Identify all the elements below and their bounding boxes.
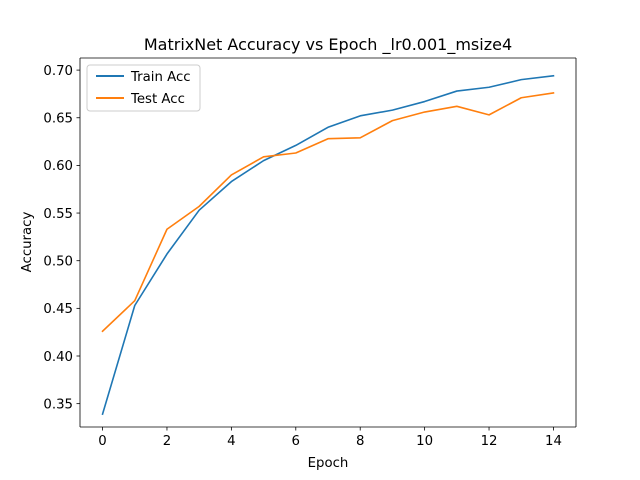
y-axis: 0.35 0.40 0.45 0.50 0.55 0.60 0.65 0.70 <box>43 64 80 412</box>
plot-area <box>79 57 577 428</box>
plot-frame <box>80 58 576 427</box>
y-tick-label: 0.70 <box>43 64 73 79</box>
legend-label-test-acc: Test Acc <box>130 92 185 107</box>
x-axis: 0 2 4 6 8 10 12 14 <box>98 427 562 449</box>
series-line-test-acc <box>101 92 555 333</box>
legend: Train Acc Test Acc <box>86 64 201 112</box>
y-tick-label: 0.40 <box>43 350 73 365</box>
x-tick-label: 8 <box>356 434 364 449</box>
y-tick-label: 0.60 <box>43 159 73 174</box>
x-tick-label: 2 <box>163 434 171 449</box>
y-tick-label: 0.50 <box>43 255 73 270</box>
series-layer <box>101 74 555 416</box>
x-tick-label: 4 <box>227 434 235 449</box>
x-tick-label: 6 <box>292 434 300 449</box>
chart-title: MatrixNet Accuracy vs Epoch _lr0.001_msi… <box>144 35 512 55</box>
x-tick-label: 0 <box>98 434 106 449</box>
legend-label-train-acc: Train Acc <box>130 70 191 85</box>
x-tick-label: 14 <box>545 434 562 449</box>
y-tick-label: 0.65 <box>43 112 73 127</box>
x-axis-title: Epoch <box>308 456 349 471</box>
y-tick-label: 0.35 <box>43 397 73 412</box>
axes-spines <box>79 57 577 428</box>
y-tick-label: 0.55 <box>43 207 73 222</box>
x-tick-label: 12 <box>481 434 498 449</box>
x-tick-label: 10 <box>416 434 433 449</box>
series-line-train-acc <box>101 74 555 416</box>
y-axis-title: Accuracy <box>20 212 35 273</box>
y-tick-label: 0.45 <box>43 302 73 317</box>
